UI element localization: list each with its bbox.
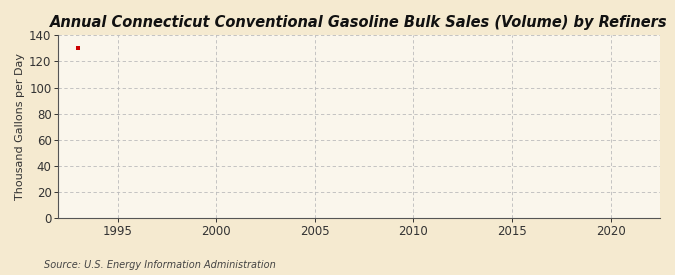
Y-axis label: Thousand Gallons per Day: Thousand Gallons per Day xyxy=(15,53,25,200)
Text: Source: U.S. Energy Information Administration: Source: U.S. Energy Information Administ… xyxy=(44,260,275,270)
Title: Annual Connecticut Conventional Gasoline Bulk Sales (Volume) by Refiners: Annual Connecticut Conventional Gasoline… xyxy=(51,15,668,30)
